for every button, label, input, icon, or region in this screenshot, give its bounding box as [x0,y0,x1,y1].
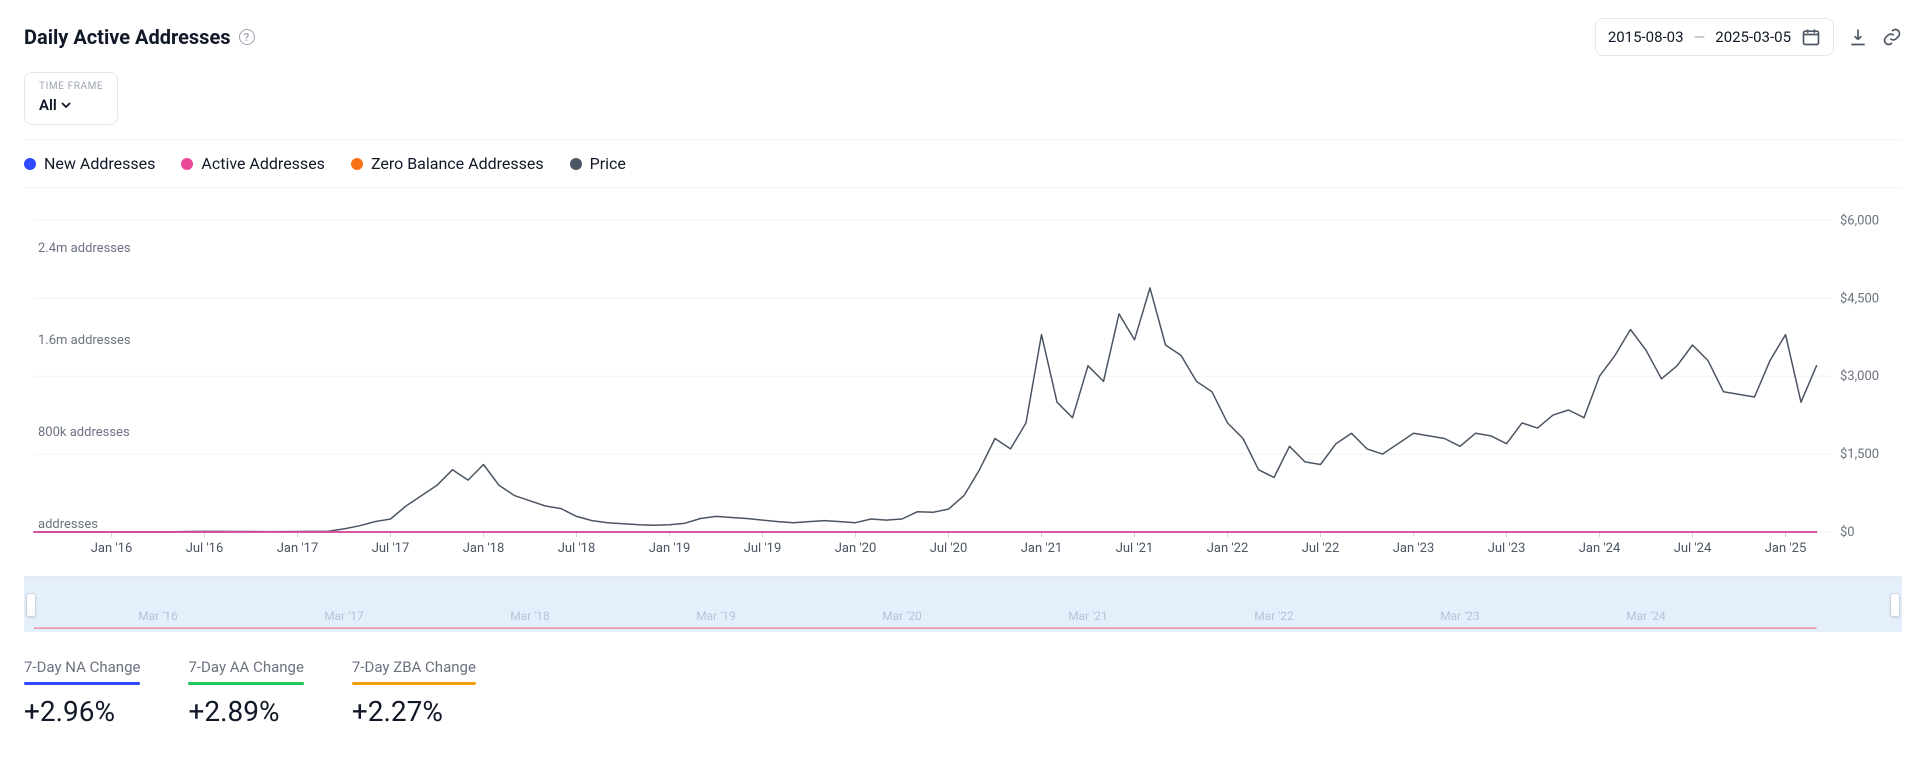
brush-handle-right[interactable] [1890,593,1900,617]
legend: New Addresses Active Addresses Zero Balanc… [24,139,1902,188]
svg-text:Jul '16: Jul '16 [186,541,224,556]
svg-text:Jan '19: Jan '19 [649,541,691,556]
stat-label: 7-Day AA Change [188,658,303,676]
svg-text:Mar '24: Mar '24 [1626,609,1666,623]
svg-text:Jan '22: Jan '22 [1207,541,1249,556]
timeframe-label: TIME FRAME [39,81,103,92]
brush-range-selector[interactable]: Mar '16 Mar '17 Mar '18 Mar '19 Mar '20 Mar '… [24,576,1902,632]
svg-text:2.4m addresses: 2.4m addresses [38,241,131,256]
svg-text:Mar '22: Mar '22 [1254,609,1294,623]
svg-text:800k addresses: 800k addresses [38,425,130,440]
page-title: Daily Active Addresses [24,25,231,49]
svg-text:1.6m addresses: 1.6m addresses [38,333,131,348]
svg-text:Jan '17: Jan '17 [277,541,319,556]
stat-label: 7-Day ZBA Change [352,658,476,676]
brush-handle-left[interactable] [26,593,36,617]
svg-text:Jan '21: Jan '21 [1021,541,1063,556]
legend-dot [570,158,582,170]
stat-card: 7-Day AA Change +2.89% [188,658,303,728]
legend-label: New Addresses [44,154,155,173]
calendar-icon [1801,27,1821,47]
svg-text:Mar '21: Mar '21 [1068,609,1108,623]
svg-text:$3,000: $3,000 [1840,369,1879,384]
svg-text:Jul '23: Jul '23 [1488,541,1526,556]
svg-text:Jan '25: Jan '25 [1765,541,1807,556]
date-separator: — [1694,28,1706,46]
legend-item[interactable]: Zero Balance Addresses [351,154,544,173]
svg-text:Jul '21: Jul '21 [1116,541,1154,556]
svg-text:Jul '19: Jul '19 [744,541,782,556]
svg-text:Jul '18: Jul '18 [558,541,596,556]
svg-text:addresses: addresses [38,517,98,532]
stat-underline [188,682,303,685]
svg-text:Mar '16: Mar '16 [138,609,178,623]
svg-text:Jul '17: Jul '17 [372,541,410,556]
stat-value: +2.89% [188,695,303,728]
date-end: 2025-03-05 [1715,28,1791,46]
timeframe-selector[interactable]: TIME FRAME All [24,72,118,125]
svg-text:$1,500: $1,500 [1840,447,1879,462]
svg-text:Jul '20: Jul '20 [930,541,968,556]
stat-card: 7-Day NA Change +2.96% [24,658,140,728]
legend-item[interactable]: New Addresses [24,154,155,173]
date-range-picker[interactable]: 2015-08-03 — 2025-03-05 [1595,18,1834,56]
series-price [34,288,1817,532]
svg-text:Mar '20: Mar '20 [882,609,922,623]
svg-text:$0: $0 [1840,525,1855,540]
stat-value: +2.96% [24,695,140,728]
svg-text:Jan '23: Jan '23 [1393,541,1435,556]
info-icon[interactable]: ? [239,29,255,45]
svg-text:Mar '17: Mar '17 [324,609,364,623]
download-icon[interactable] [1848,27,1868,47]
legend-item[interactable]: Price [570,154,626,173]
timeframe-value: All [39,96,57,114]
stats-row: 7-Day NA Change +2.96% 7-Day AA Change +2.8… [24,658,1902,728]
main-chart[interactable]: $0 $1,500 $3,000 $4,500 $6,000 addresses 800k … [24,202,1902,562]
stat-underline [24,682,140,685]
date-start: 2015-08-03 [1608,28,1684,46]
svg-text:$4,500: $4,500 [1840,291,1879,306]
stat-underline [352,682,476,685]
svg-text:$6,000: $6,000 [1840,213,1879,228]
svg-text:Jul '24: Jul '24 [1674,541,1712,556]
stat-card: 7-Day ZBA Change +2.27% [352,658,476,728]
svg-text:Jan '18: Jan '18 [463,541,505,556]
title-row: Daily Active Addresses ? [24,25,255,49]
chevron-down-icon [61,100,71,110]
legend-label: Zero Balance Addresses [371,154,544,173]
svg-text:Mar '23: Mar '23 [1440,609,1480,623]
stat-label: 7-Day NA Change [24,658,140,676]
svg-text:Jan '16: Jan '16 [91,541,133,556]
legend-label: Active Addresses [201,154,325,173]
svg-text:Mar '18: Mar '18 [510,609,550,623]
link-icon[interactable] [1882,27,1902,47]
svg-text:Jul '22: Jul '22 [1302,541,1340,556]
svg-text:Mar '19: Mar '19 [696,609,736,623]
stat-value: +2.27% [352,695,476,728]
legend-dot [351,158,363,170]
legend-dot [24,158,36,170]
svg-text:Jan '24: Jan '24 [1579,541,1621,556]
svg-text:Jan '20: Jan '20 [835,541,877,556]
legend-item[interactable]: Active Addresses [181,154,325,173]
legend-dot [181,158,193,170]
legend-label: Price [590,154,626,173]
